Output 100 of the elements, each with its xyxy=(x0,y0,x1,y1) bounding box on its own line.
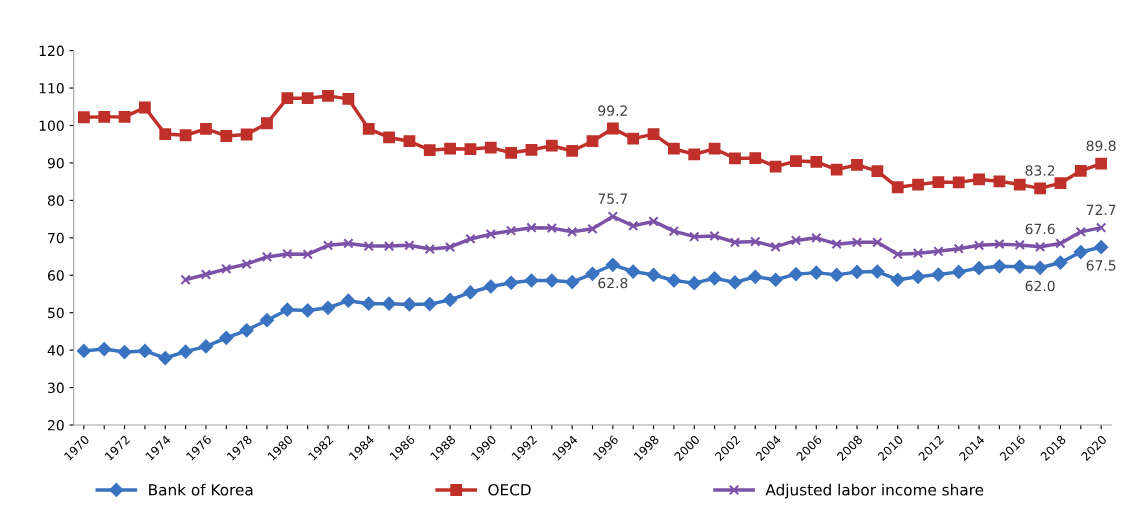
point xyxy=(159,128,172,140)
point xyxy=(809,265,824,280)
point xyxy=(872,237,883,248)
point xyxy=(363,240,374,252)
point xyxy=(566,226,578,238)
point xyxy=(343,238,354,249)
point xyxy=(505,225,517,236)
point xyxy=(709,230,720,242)
point xyxy=(953,243,964,254)
data-label: 99.2 xyxy=(598,105,627,116)
point xyxy=(281,92,294,105)
point xyxy=(1095,157,1108,170)
point xyxy=(444,142,456,155)
point xyxy=(994,238,1005,250)
point xyxy=(1033,260,1048,275)
point xyxy=(932,176,945,188)
point xyxy=(933,246,944,257)
point xyxy=(790,235,802,246)
point xyxy=(769,160,782,173)
point xyxy=(892,249,903,260)
point xyxy=(424,243,435,255)
data-label: 62.8 xyxy=(598,277,628,289)
point xyxy=(1073,245,1088,259)
point xyxy=(341,293,356,308)
point xyxy=(1053,255,1068,270)
point xyxy=(810,155,823,168)
point xyxy=(972,261,987,276)
point xyxy=(300,303,315,318)
legend-label: Adjusted labor income share xyxy=(765,483,984,499)
point xyxy=(282,248,293,260)
point xyxy=(1095,222,1107,233)
point xyxy=(402,297,417,312)
point xyxy=(321,300,335,315)
point xyxy=(729,237,741,248)
point xyxy=(870,264,885,279)
point xyxy=(117,345,132,359)
point xyxy=(444,241,456,253)
point xyxy=(586,135,599,148)
point xyxy=(179,129,192,142)
point xyxy=(280,302,295,317)
y-tick-label: 80 xyxy=(47,195,64,206)
point xyxy=(504,275,519,290)
point xyxy=(260,313,274,328)
point xyxy=(322,240,334,251)
point xyxy=(951,264,966,279)
point xyxy=(464,143,477,155)
point xyxy=(666,273,681,288)
point xyxy=(382,296,396,311)
legend-label: Bank of Korea xyxy=(149,483,253,496)
point xyxy=(239,323,254,338)
point xyxy=(566,145,579,157)
point xyxy=(362,122,375,135)
y-tick-label: 40 xyxy=(47,345,64,356)
point xyxy=(118,110,131,123)
point xyxy=(750,236,761,247)
point xyxy=(748,269,763,284)
point xyxy=(1075,226,1087,238)
point xyxy=(850,264,864,279)
point xyxy=(524,273,539,288)
point xyxy=(77,111,90,124)
y-tick-label: 100 xyxy=(39,120,64,131)
point xyxy=(687,276,702,291)
point xyxy=(565,275,580,289)
point xyxy=(383,131,395,144)
point xyxy=(768,272,783,287)
point xyxy=(526,222,537,233)
point xyxy=(952,176,965,189)
y-tick-label: 60 xyxy=(47,270,64,281)
point xyxy=(708,142,721,155)
point xyxy=(178,344,193,359)
point xyxy=(931,267,946,282)
point xyxy=(1034,241,1046,253)
point xyxy=(992,259,1007,274)
point xyxy=(383,240,395,252)
point xyxy=(97,342,112,356)
point xyxy=(220,130,233,142)
point xyxy=(911,269,925,284)
point xyxy=(628,220,639,232)
point xyxy=(361,296,376,311)
point xyxy=(200,122,212,135)
y-tick-label: 110 xyxy=(39,83,64,94)
y-tick-label: 20 xyxy=(48,420,64,431)
y-tick-label: 90 xyxy=(47,157,64,169)
point xyxy=(587,223,598,235)
point xyxy=(137,343,152,358)
point xyxy=(403,135,416,148)
point xyxy=(707,271,722,286)
point xyxy=(648,216,659,227)
point xyxy=(1034,182,1047,195)
point xyxy=(463,285,478,300)
point xyxy=(1014,239,1025,251)
point xyxy=(465,233,476,245)
y-tick-label: 30 xyxy=(48,382,64,394)
point xyxy=(443,293,458,307)
point xyxy=(76,343,91,358)
point xyxy=(811,232,822,244)
data-label: 89.8 xyxy=(1086,140,1116,152)
data-label: 75.7 xyxy=(598,193,628,204)
point xyxy=(831,238,842,250)
point xyxy=(851,237,863,248)
